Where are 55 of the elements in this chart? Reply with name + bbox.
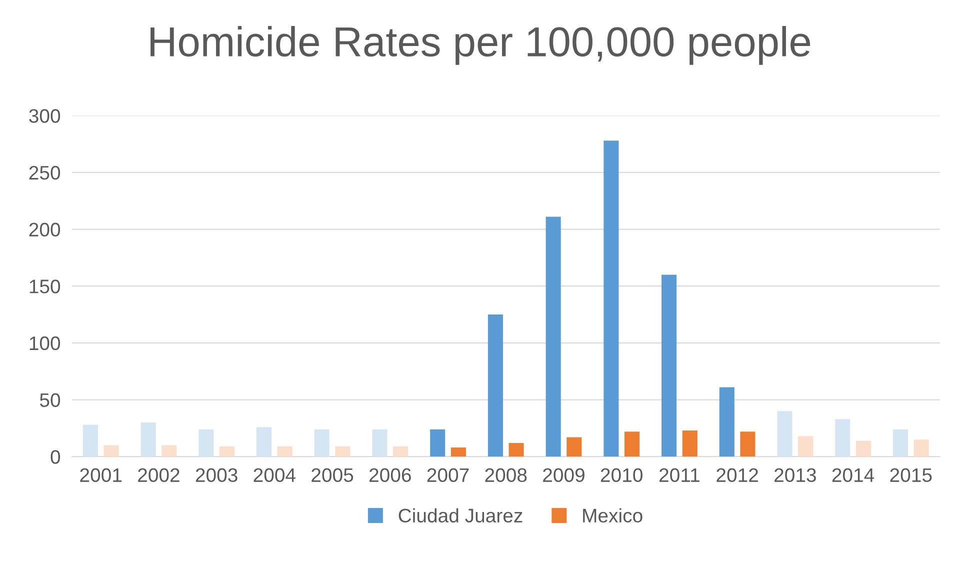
bar (740, 432, 756, 457)
bar (624, 432, 640, 457)
bar (856, 440, 871, 457)
bar (314, 429, 330, 457)
y-tick-label: 50 (40, 393, 60, 408)
x-tick-label: 2008 (485, 468, 527, 482)
y-tick-label: 150 (30, 280, 60, 294)
legend-label: Mexico (583, 508, 642, 523)
bar (914, 440, 929, 457)
bar (450, 448, 466, 457)
y-tick-label: 250 (29, 166, 60, 180)
y-tick-label: 100 (30, 336, 60, 350)
x-tick-label: 2009 (543, 468, 584, 482)
bar (372, 429, 388, 457)
bar (277, 446, 292, 457)
y-tick-label: 0 (50, 450, 60, 464)
x-tick-label: 2002 (138, 468, 180, 482)
bar (682, 430, 698, 457)
bar (82, 424, 98, 457)
x-tick-label: 2007 (427, 468, 469, 482)
x-tick-label: 2014 (832, 468, 874, 482)
chart-title: Homicide Rates per 100,000 people (150, 26, 810, 65)
x-tick-label: 2001 (80, 468, 122, 482)
bar (430, 429, 446, 457)
legend-label: Ciudad Juarez (398, 508, 522, 523)
bar (488, 314, 503, 457)
x-tick-label: 2005 (312, 468, 354, 482)
y-tick-label: 200 (29, 222, 60, 237)
x-tick-label: 2006 (370, 468, 411, 482)
bar (393, 446, 408, 457)
bar (566, 437, 582, 457)
bar (219, 446, 235, 457)
bar (546, 216, 561, 457)
y-tick-label: 300 (29, 109, 60, 123)
bar (335, 446, 350, 457)
x-tick-label: 2015 (890, 468, 932, 482)
bar (604, 140, 619, 457)
bar (719, 387, 734, 457)
bar (777, 411, 792, 457)
bar (104, 445, 119, 457)
x-tick-label: 2010 (600, 468, 642, 482)
x-tick-label: 2012 (716, 468, 758, 482)
bar (140, 422, 156, 457)
bar (198, 429, 214, 457)
x-tick-label: 2004 (254, 468, 296, 482)
bar (798, 436, 814, 457)
bar (835, 419, 850, 457)
bar (256, 427, 272, 457)
bar (508, 442, 524, 457)
x-tick-label: 2013 (774, 468, 816, 482)
x-tick-label: 2003 (196, 468, 238, 482)
bar (662, 274, 677, 457)
x-tick-label: 2011 (660, 468, 700, 482)
bar (892, 429, 908, 457)
bar (162, 445, 177, 457)
